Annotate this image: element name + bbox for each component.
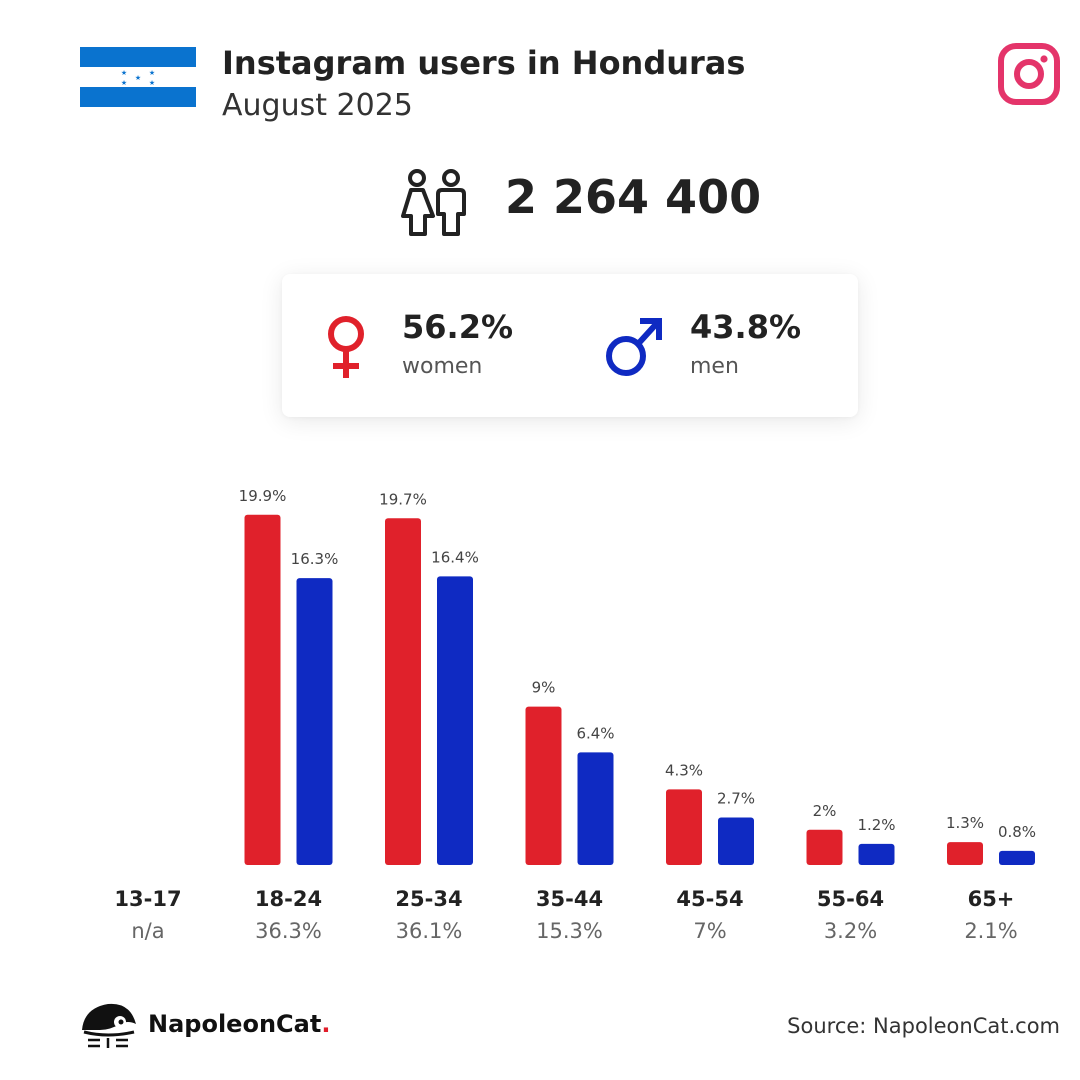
men-percentage: 43.8% bbox=[690, 308, 802, 346]
total-users-value: 2 264 400 bbox=[505, 170, 762, 224]
bar-men-55-64 bbox=[858, 843, 895, 865]
bar-men-18-24 bbox=[296, 578, 333, 865]
bar-label-men-35-44: 6.4% bbox=[576, 724, 614, 742]
age-group-total: 36.3% bbox=[255, 919, 322, 943]
age-gender-bar-chart: 13-17 n/a 19.9% 16.3% 18-24 36.3% 19.7% 16.4% 25… bbox=[114, 487, 1036, 943]
bar-men-65+ bbox=[999, 850, 1035, 865]
age-group-label: 25-34 bbox=[395, 887, 462, 911]
bar-label-men-65+: 0.8% bbox=[998, 823, 1036, 841]
bar-women-45-54 bbox=[666, 789, 702, 865]
page-subtitle: August 2025 bbox=[222, 88, 413, 123]
svg-text:★: ★ bbox=[121, 69, 127, 77]
age-group-total: 2.1% bbox=[964, 919, 1017, 943]
age-group-label: 13-17 bbox=[114, 887, 181, 911]
bar-women-25-34 bbox=[385, 518, 421, 865]
bar-label-men-45-54: 2.7% bbox=[717, 789, 755, 807]
women-label: women bbox=[402, 354, 483, 379]
users-icon bbox=[401, 169, 466, 236]
brand-name: NapoleonCat. bbox=[148, 1010, 330, 1038]
bar-label-men-25-34: 16.4% bbox=[431, 548, 479, 566]
bar-women-55-64 bbox=[806, 829, 843, 865]
bar-women-65+ bbox=[947, 842, 983, 865]
bar-men-25-34 bbox=[437, 576, 473, 865]
age-group-total: 36.1% bbox=[396, 919, 463, 943]
bar-label-women-25-34: 19.7% bbox=[379, 490, 427, 508]
age-group-label: 18-24 bbox=[255, 887, 322, 911]
age-group-label: 65+ bbox=[968, 887, 1015, 911]
svg-text:★: ★ bbox=[149, 69, 155, 77]
bar-label-women-35-44: 9% bbox=[532, 679, 556, 697]
page-title: Instagram users in Honduras bbox=[222, 44, 746, 82]
napoleoncat-logo-icon bbox=[82, 1003, 136, 1048]
bar-label-women-55-64: 2% bbox=[813, 802, 837, 820]
bar-label-men-55-64: 1.2% bbox=[857, 816, 895, 834]
female-icon bbox=[328, 316, 364, 378]
bar-label-women-18-24: 19.9% bbox=[239, 487, 287, 505]
male-icon bbox=[606, 318, 662, 376]
honduras-flag-icon: ★ ★ ★ ★ ★ bbox=[80, 47, 196, 107]
bar-label-men-18-24: 16.3% bbox=[291, 550, 339, 568]
women-percentage: 56.2% bbox=[402, 308, 514, 346]
gender-split-card: 56.2% women 43.8% men bbox=[282, 274, 858, 417]
svg-text:★: ★ bbox=[149, 79, 155, 87]
svg-text:★: ★ bbox=[121, 79, 127, 87]
brand-dot: . bbox=[321, 1010, 331, 1038]
bar-women-35-44 bbox=[525, 706, 562, 865]
brand-text: NapoleonCat bbox=[148, 1010, 322, 1038]
age-group-total: 15.3% bbox=[536, 919, 603, 943]
bar-women-18-24 bbox=[244, 514, 281, 865]
age-group-label: 45-54 bbox=[676, 887, 743, 911]
age-group-label: 35-44 bbox=[536, 887, 603, 911]
age-group-total: 3.2% bbox=[824, 919, 877, 943]
age-group-label: 55-64 bbox=[817, 887, 884, 911]
instagram-icon bbox=[998, 43, 1060, 105]
bar-label-women-65+: 1.3% bbox=[946, 814, 984, 832]
age-group-total: n/a bbox=[131, 919, 164, 943]
bar-men-35-44 bbox=[577, 752, 614, 865]
men-label: men bbox=[690, 354, 739, 379]
svg-text:★: ★ bbox=[135, 74, 141, 82]
bar-label-women-45-54: 4.3% bbox=[665, 761, 703, 779]
source-text: Source: NapoleonCat.com bbox=[787, 1014, 1060, 1038]
bar-men-45-54 bbox=[718, 817, 754, 865]
age-group-total: 7% bbox=[693, 919, 726, 943]
